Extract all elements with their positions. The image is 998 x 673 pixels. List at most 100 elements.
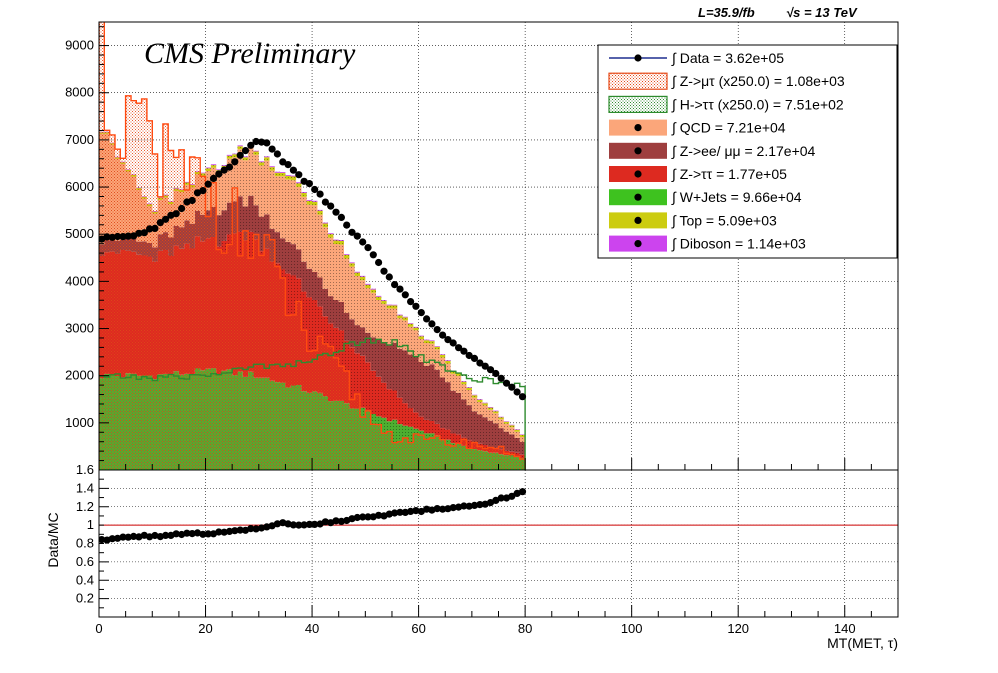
legend-entry-label: ∫ H->ττ (x250.0) = 7.51e+02: [671, 96, 844, 112]
energy-label: √s = 13 TeV: [786, 5, 858, 20]
legend: ∫ Data = 3.62e+05 ∫ Z->μτ (x250.0) = 1.08…: [597, 44, 898, 259]
ratio-point: [460, 502, 468, 510]
ratio-point: [135, 533, 143, 541]
signal-overlays: [99, 22, 526, 470]
signal-htautau-outline: [99, 337, 526, 470]
ratio-y-tick-label: 1.4: [76, 480, 94, 495]
ratio-point: [220, 528, 228, 536]
legend-entry-label: ∫ Data = 3.62e+05: [671, 50, 784, 66]
data-point: [391, 281, 399, 289]
data-point: [343, 221, 351, 229]
x-tick-label: 60: [411, 621, 425, 636]
ratio-point: [391, 509, 399, 517]
data-point: [151, 224, 159, 232]
data-point: [209, 174, 218, 182]
data-point: [305, 180, 313, 188]
signal-mutau-fill: [99, 22, 526, 470]
data-point: [289, 166, 297, 174]
legend-marker-dot: [634, 147, 642, 155]
data-point: [465, 351, 473, 360]
ratio-y-tick-label: 1.6: [76, 462, 94, 477]
data-point: [247, 141, 255, 149]
ratio-point: [332, 517, 340, 525]
ratio-point: [518, 488, 527, 496]
ratio-point: [449, 504, 457, 512]
data-point: [417, 309, 425, 317]
ratio-point: [295, 521, 303, 529]
data-point: [135, 229, 143, 237]
ratio-point: [353, 513, 361, 522]
legend-entry-label: ∫ Diboson = 1.14e+03: [671, 236, 806, 252]
legend-marker-dot: [634, 216, 642, 224]
ratio-point: [321, 518, 329, 526]
ratio-y-tick-label: 1.2: [76, 499, 94, 514]
data-point: [407, 298, 415, 306]
data-point: [353, 232, 361, 240]
data-point: [162, 215, 170, 223]
main-y-tick-label: 1000: [65, 415, 94, 430]
data-point: [225, 163, 234, 171]
data-point: [188, 196, 196, 205]
data-point: [337, 213, 345, 221]
main-y-tick-label: 4000: [65, 273, 94, 288]
legend-marker-hatch: [608, 95, 668, 114]
ratio-point: [188, 530, 196, 538]
data-point: [199, 187, 207, 195]
data-point: [273, 150, 281, 158]
ratio-point: [476, 501, 484, 509]
ratio-point: [359, 513, 367, 521]
ratio-ticks: 0.2 0.4 0.6 0.8 1 1.2 1.4 1.6 0 20 40 60 80 100 120 140: [76, 462, 899, 636]
signal-mutau-outline: [99, 22, 526, 470]
data-point: [428, 320, 436, 328]
ratio-point: [396, 508, 404, 516]
data-point: [193, 189, 202, 197]
data-point: [380, 267, 388, 275]
data-point: [178, 204, 186, 213]
x-tick-label: 40: [305, 621, 319, 636]
ratio-point: [364, 513, 372, 521]
ratio-y-tick-label: 0.8: [76, 536, 94, 551]
data-point: [502, 379, 511, 387]
x-tick-label: 100: [621, 621, 643, 636]
data-point: [423, 315, 431, 323]
data-point: [295, 171, 303, 179]
x-tick-label: 20: [198, 621, 212, 636]
data-point: [231, 158, 239, 166]
ratio-point: [465, 502, 473, 510]
ratio-point: [439, 505, 447, 513]
legend-entry-label: ∫ QCD = 7.21e+04: [671, 120, 786, 136]
legend-marker-hatch: [608, 72, 668, 90]
ratio-point: [231, 527, 239, 535]
ratio-point: [114, 534, 122, 542]
ratio-point: [193, 529, 202, 537]
ratio-point: [215, 528, 223, 536]
data-point: [455, 344, 463, 352]
ratio-y-tick-label: 1: [87, 517, 94, 532]
data-point: [449, 339, 457, 347]
legend-marker-dot: [634, 170, 642, 178]
data-point: [508, 383, 516, 391]
data-point: [497, 374, 505, 382]
ratio-point: [305, 520, 313, 529]
ratio-point: [162, 531, 170, 540]
data-point: [375, 258, 383, 267]
main-ticks: 1000 2000 3000 4000 5000 6000 7000 8000 9000: [65, 26, 899, 471]
data-point: [241, 147, 250, 155]
stack-zll-texture: [99, 195, 526, 455]
data-point: [396, 285, 404, 293]
stack-qcd-texture: [99, 133, 526, 442]
data-point: [311, 185, 319, 194]
ratio-point: [225, 527, 234, 536]
ratio-point: [183, 529, 191, 537]
x-tick-label: 120: [727, 621, 749, 636]
data-point: [401, 291, 409, 299]
data-point: [215, 170, 223, 178]
ratio-point: [375, 511, 383, 519]
data-point: [470, 354, 479, 362]
data-point: [257, 138, 266, 146]
data-point: [486, 366, 495, 374]
data-point: [492, 369, 500, 378]
data-point: [140, 229, 148, 237]
data-point: [476, 359, 484, 367]
ratio-point: [108, 535, 116, 543]
